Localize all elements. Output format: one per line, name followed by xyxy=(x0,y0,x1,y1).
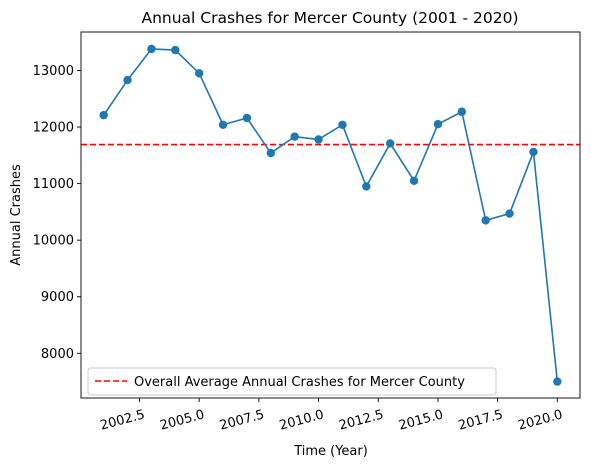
plot-frame xyxy=(80,31,581,399)
data-point-2020 xyxy=(553,377,562,386)
data-point-2017 xyxy=(481,216,490,225)
x-tick-label: 2020.0 xyxy=(517,407,565,433)
data-point-2008 xyxy=(266,148,276,158)
x-tick-label: 2002.5 xyxy=(99,407,147,433)
x-tick-label: 2007.5 xyxy=(218,407,266,433)
data-point-2015 xyxy=(433,120,443,129)
legend: Overall Average Annual Crashes for Merce… xyxy=(87,367,497,396)
data-point-2003 xyxy=(147,44,156,54)
x-tick-label: 2015.0 xyxy=(397,407,445,433)
data-point-2010 xyxy=(314,135,323,144)
y-tick-label: 10000 xyxy=(33,234,74,249)
data-point-2016 xyxy=(457,107,467,116)
data-point-2005 xyxy=(194,69,204,78)
data-point-2009 xyxy=(290,132,299,141)
chart-title: Annual Crashes for Mercer County (2001 -… xyxy=(141,9,518,27)
data-point-2004 xyxy=(171,45,180,55)
data-point-2013 xyxy=(385,139,395,148)
data-point-2014 xyxy=(409,176,419,185)
legend-average-line-label: Overall Average Annual Crashes for Merce… xyxy=(134,375,465,390)
x-tick-label: 2005.0 xyxy=(158,407,206,433)
y-tick-label: 12000 xyxy=(33,121,74,136)
y-tick-label: 13000 xyxy=(33,64,74,79)
x-axis-label: Time (Year) xyxy=(293,444,368,459)
series-line xyxy=(103,48,559,382)
x-tick-label: 2010.0 xyxy=(278,407,326,433)
y-axis-label: Annual Crashes xyxy=(9,164,24,266)
y-tick-label: 9000 xyxy=(41,290,74,305)
legend-box xyxy=(87,367,497,396)
data-point-2006 xyxy=(218,120,228,129)
data-point-2012 xyxy=(362,182,371,191)
x-tick-label: 2017.5 xyxy=(457,407,505,433)
data-point-2018 xyxy=(505,209,514,218)
data-point-2002 xyxy=(123,75,132,85)
data-point-2001 xyxy=(99,110,108,120)
data-point-2007 xyxy=(242,113,252,123)
x-tick-label: 2012.5 xyxy=(337,407,385,433)
data-point-2019 xyxy=(529,147,538,157)
y-tick-label: 11000 xyxy=(33,177,74,192)
data-point-2011 xyxy=(338,120,347,129)
y-tick-label: 8000 xyxy=(41,347,74,362)
